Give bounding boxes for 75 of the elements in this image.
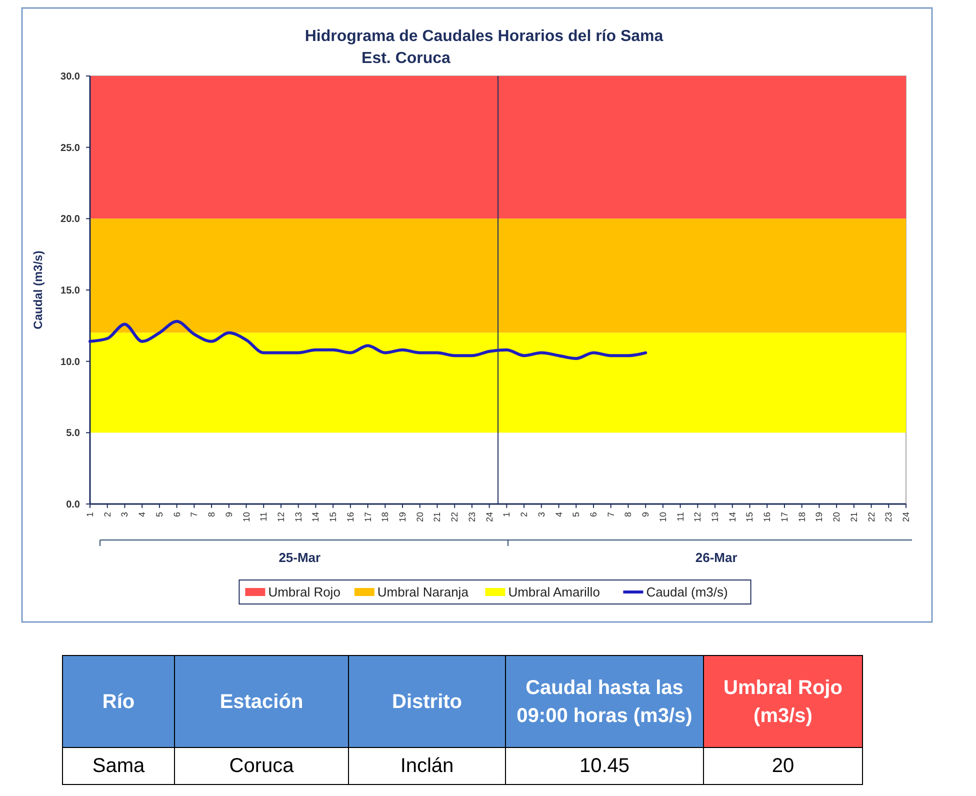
category-label: Caudal hasta las 09:00 horas (m3/s) [506,656,704,748]
x-tick-label: 12 [692,512,703,522]
x-tick-label: 14 [310,512,321,522]
x-tick-label: 9 [224,512,234,518]
text: Sama [92,754,145,776]
x-tick-label: 12 [276,512,286,522]
x-tick-label: 11 [258,512,269,522]
text: 25-Mar [278,550,321,565]
x-tick-label: 10 [658,512,668,522]
x-tick-label: 4 [554,512,564,518]
x-tick-label: 17 [779,512,790,522]
x-tick-label: 17 [362,512,373,522]
category-label: Río [62,656,174,748]
y-tick-label: 30.0 [60,72,80,82]
text: Inclán [400,754,454,776]
text: Coruca [229,754,294,776]
x-tick-label: 6 [172,512,182,518]
x-tick-label: 5 [154,512,164,518]
x-tick-label: 16 [762,512,772,522]
x-tick-label: 2 [102,512,112,518]
y-tick-label: 20.0 [60,214,80,226]
x-tick-label: 21 [432,512,442,522]
chart-subtitle: Est. Coruca [362,50,451,67]
y-axis-title: Caudal (m3/s) [31,250,45,330]
y-tick-label: 25.0 [60,142,80,154]
x-tick-label: 24 [484,512,494,522]
y-tick-label: 10.0 [60,356,80,368]
category-label: Distrito [348,656,506,748]
x-tick-label: 5 [571,512,582,518]
x-tick-label: 24 [901,512,911,522]
x-tick-label: 6 [588,512,598,518]
category-label: Estación [174,656,348,748]
x-tick-label: 13 [710,512,720,522]
x-tick-label: 1 [502,512,512,518]
category-label: Umbral Rojo (m3/s) [704,656,862,748]
x-tick-label: 2 [519,512,530,518]
legend-label: Umbral Naranja [377,584,470,600]
x-tick-label: 4 [137,512,148,518]
x-tick-label: 22 [866,512,876,522]
x-tick-label: 19 [814,512,824,522]
x-tick-label: 23 [466,512,477,522]
y-tick-label: 15.0 [60,286,80,296]
x-tick-label: 3 [536,512,546,518]
x-tick-label: 18 [796,512,807,522]
x-tick-label: 8 [623,512,634,518]
x-tick-label: 22 [450,512,460,522]
x-tick-label: 8 [206,512,217,518]
x-tick-label: 20 [832,512,842,522]
text: 10.45 [579,754,630,776]
legend-label: Umbral Rojo [268,584,340,600]
x-tick-label: 7 [189,512,200,518]
x-tick-label: 23 [884,512,894,522]
x-tick-label: 20 [414,512,425,522]
y-tick-label: 5.0 [66,428,80,440]
x-tick-label: 19 [398,512,408,522]
x-tick-label: 13 [293,512,304,522]
x-tick-label: 11 [675,512,686,522]
legend-label: Caudal (m3/s) [646,584,728,600]
x-tick-label: 3 [120,512,130,518]
x-tick-label: 16 [345,512,356,522]
x-tick-label: 1 [85,512,95,518]
chart-title: Hidrograma de Caudales Horarios del río Sama [304,28,664,45]
line-series [88,320,648,360]
x-tick-label: 15 [328,512,338,522]
x-tick-label: 9 [640,512,651,518]
legend-label: Umbral Amarillo [508,584,600,600]
x-tick-label: 14 [727,512,738,522]
y-tick-label: 0.0 [66,500,80,510]
x-tick-label: 21 [848,512,859,522]
text: 26-Mar [695,550,738,565]
x-tick-label: 10 [241,512,252,522]
x-tick-label: 18 [380,512,390,522]
x-tick-label: 7 [606,512,616,518]
text: 20 [772,754,794,776]
x-tick-label: 15 [744,512,755,522]
